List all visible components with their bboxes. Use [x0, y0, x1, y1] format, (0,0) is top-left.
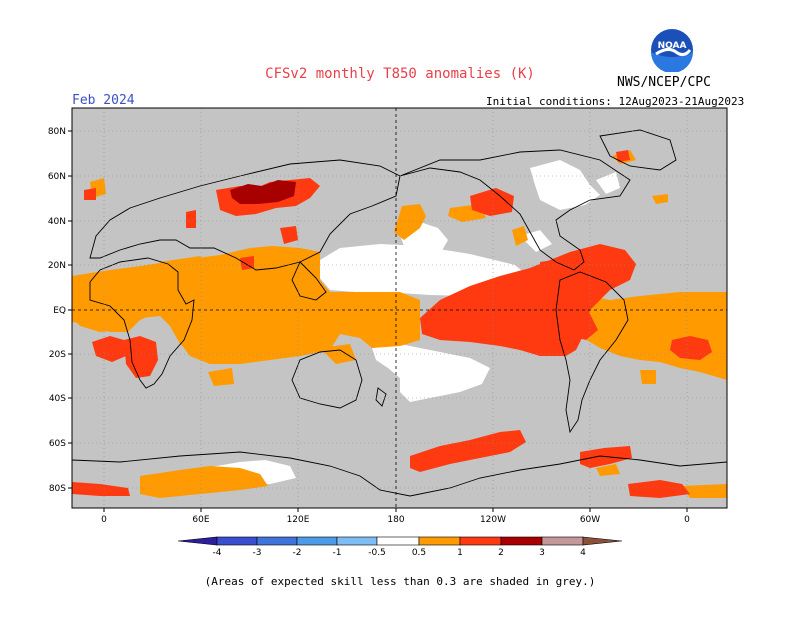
anomaly-orange-regions: [72, 150, 727, 498]
lat-label: 20N: [48, 261, 72, 271]
grey-skill-background: [72, 108, 727, 508]
svg-text:0: 0: [101, 515, 107, 525]
lon-label: 180: [387, 508, 405, 525]
noaa-logo: NOAA: [651, 29, 693, 72]
svg-text:0: 0: [684, 515, 690, 525]
svg-text:60N: 60N: [48, 172, 66, 182]
svg-text:180: 180: [387, 515, 404, 525]
colorbar-swatch: [541, 536, 584, 546]
svg-text:40S: 40S: [49, 394, 66, 404]
forecast-period: Feb 2024: [72, 93, 135, 108]
svg-text:80N: 80N: [48, 127, 66, 137]
coastlines: [72, 129, 727, 497]
svg-text:20N: 20N: [48, 261, 66, 271]
map-frame: [71, 107, 728, 509]
skill-footnote: (Areas of expected skill less than 0.3 a…: [204, 575, 596, 588]
colorbar-swatch: [336, 536, 378, 546]
svg-text:120W: 120W: [480, 515, 506, 525]
lon-label: 120E: [287, 508, 310, 525]
longitude-axis: 0 60E 120E 180 120W 60W 0: [101, 508, 690, 525]
colorbar-swatch: [376, 536, 420, 546]
svg-text:40N: 40N: [48, 217, 66, 227]
lat-label: 40N: [48, 217, 72, 227]
svg-text:EQ: EQ: [53, 306, 66, 316]
colorbar-swatch: [582, 536, 623, 546]
lon-label: 0: [101, 508, 107, 525]
initial-conditions: Initial conditions: 12Aug2023-21Aug2023: [486, 95, 745, 108]
anomaly-darkred-regions: [230, 180, 296, 204]
noaa-logo-text: NOAA: [658, 41, 687, 51]
colorbar-label: -3: [253, 548, 262, 558]
lat-label: 20S: [49, 350, 72, 360]
colorbar-label: 2: [498, 548, 504, 558]
lon-label: 120W: [480, 508, 506, 525]
colorbar-label: 3: [539, 548, 545, 558]
lat-label: 80S: [49, 484, 72, 494]
colorbar-label: -4: [213, 548, 222, 558]
lon-label: 60E: [192, 508, 210, 525]
colorbar-label: -2: [293, 548, 302, 558]
svg-text:60W: 60W: [580, 515, 600, 525]
graticule: [72, 108, 727, 508]
colorbar-labels: -4 -3 -2 -1 -0.5 0.5 1 2 3 4: [213, 548, 587, 558]
latitude-axis: 80N 60N 40N 20N EQ 20S 40S 60S 80S: [48, 127, 72, 494]
colorbar-label: 4: [580, 548, 586, 558]
colorbar: [177, 536, 623, 546]
lat-label: 60N: [48, 172, 72, 182]
svg-text:80S: 80S: [49, 484, 66, 494]
anomaly-red-regions: [72, 150, 712, 498]
svg-text:120E: 120E: [287, 515, 310, 525]
colorbar-swatch: [216, 536, 258, 546]
colorbar-swatch: [418, 536, 461, 546]
colorbar-swatch: [177, 536, 218, 546]
colorbar-swatch: [296, 536, 338, 546]
lat-label: 40S: [49, 394, 72, 404]
lon-label: 60W: [580, 508, 600, 525]
lat-label: 60S: [49, 439, 72, 449]
colorbar-label: 1: [457, 548, 463, 558]
neutral-regions: [205, 160, 620, 486]
agency-label: NWS/NCEP/CPC: [617, 75, 711, 90]
colorbar-label: -0.5: [368, 548, 386, 558]
colorbar-swatch: [500, 536, 543, 546]
svg-text:60S: 60S: [49, 439, 66, 449]
colorbar-swatch: [256, 536, 298, 546]
svg-text:60E: 60E: [192, 515, 209, 525]
colorbar-swatch: [459, 536, 502, 546]
map-title: CFSv2 monthly T850 anomalies (K): [265, 66, 535, 82]
colorbar-label: -1: [333, 548, 342, 558]
lat-label: 80N: [48, 127, 72, 137]
svg-text:20S: 20S: [49, 350, 66, 360]
colorbar-label: 0.5: [412, 548, 426, 558]
lon-label: 0: [684, 508, 690, 525]
lat-label: EQ: [53, 306, 72, 316]
